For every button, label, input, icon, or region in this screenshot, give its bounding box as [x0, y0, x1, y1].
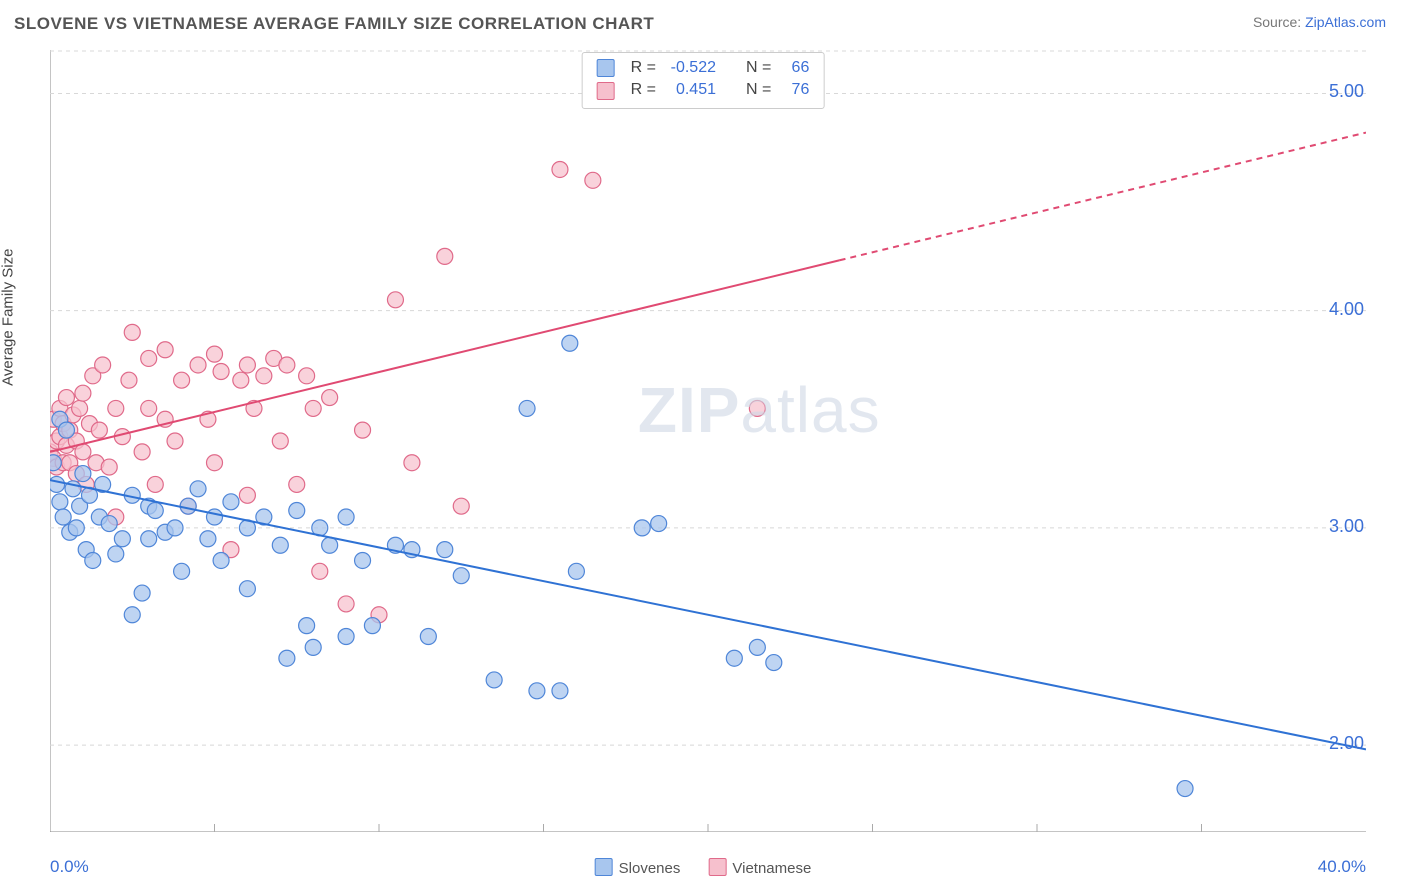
swatch-blue-icon: [597, 59, 615, 77]
y-axis-label: Average Family Size: [0, 249, 17, 386]
legend-label: Slovenes: [619, 860, 681, 877]
swatch-blue-icon: [595, 858, 613, 876]
correlation-legend-box: R = -0.522 N = 66 R = 0.451 N = 76: [582, 52, 825, 109]
legend-item-slovenes: Slovenes: [595, 858, 681, 877]
series-legend: Slovenes Vietnamese: [595, 858, 812, 877]
n-value: 76: [781, 79, 809, 101]
correlation-row-blue: R = -0.522 N = 66: [597, 57, 810, 79]
n-value: 66: [781, 57, 809, 79]
legend-label: Vietnamese: [732, 860, 811, 877]
source-prefix: Source:: [1253, 14, 1305, 30]
chart-title: SLOVENE VS VIETNAMESE AVERAGE FAMILY SIZ…: [14, 14, 654, 34]
source-link[interactable]: ZipAtlas.com: [1305, 14, 1386, 30]
swatch-pink-icon: [708, 858, 726, 876]
x-axis-max-label: 40.0%: [1318, 857, 1366, 877]
n-label: N =: [746, 79, 771, 101]
watermark: ZIPatlas: [638, 373, 881, 447]
source-attribution: Source: ZipAtlas.com: [1253, 14, 1386, 30]
x-axis-min-label: 0.0%: [50, 857, 89, 877]
correlation-row-pink: R = 0.451 N = 76: [597, 79, 810, 101]
n-label: N =: [746, 57, 771, 79]
r-value: 0.451: [666, 79, 716, 101]
r-value: -0.522: [666, 57, 716, 79]
y-tick-label: 4.00: [1329, 299, 1364, 320]
y-tick-label: 2.00: [1329, 733, 1364, 754]
r-label: R =: [631, 57, 656, 79]
swatch-pink-icon: [597, 82, 615, 100]
y-tick-label: 5.00: [1329, 81, 1364, 102]
legend-item-vietnamese: Vietnamese: [708, 858, 811, 877]
r-label: R =: [631, 79, 656, 101]
y-tick-label: 3.00: [1329, 516, 1364, 537]
